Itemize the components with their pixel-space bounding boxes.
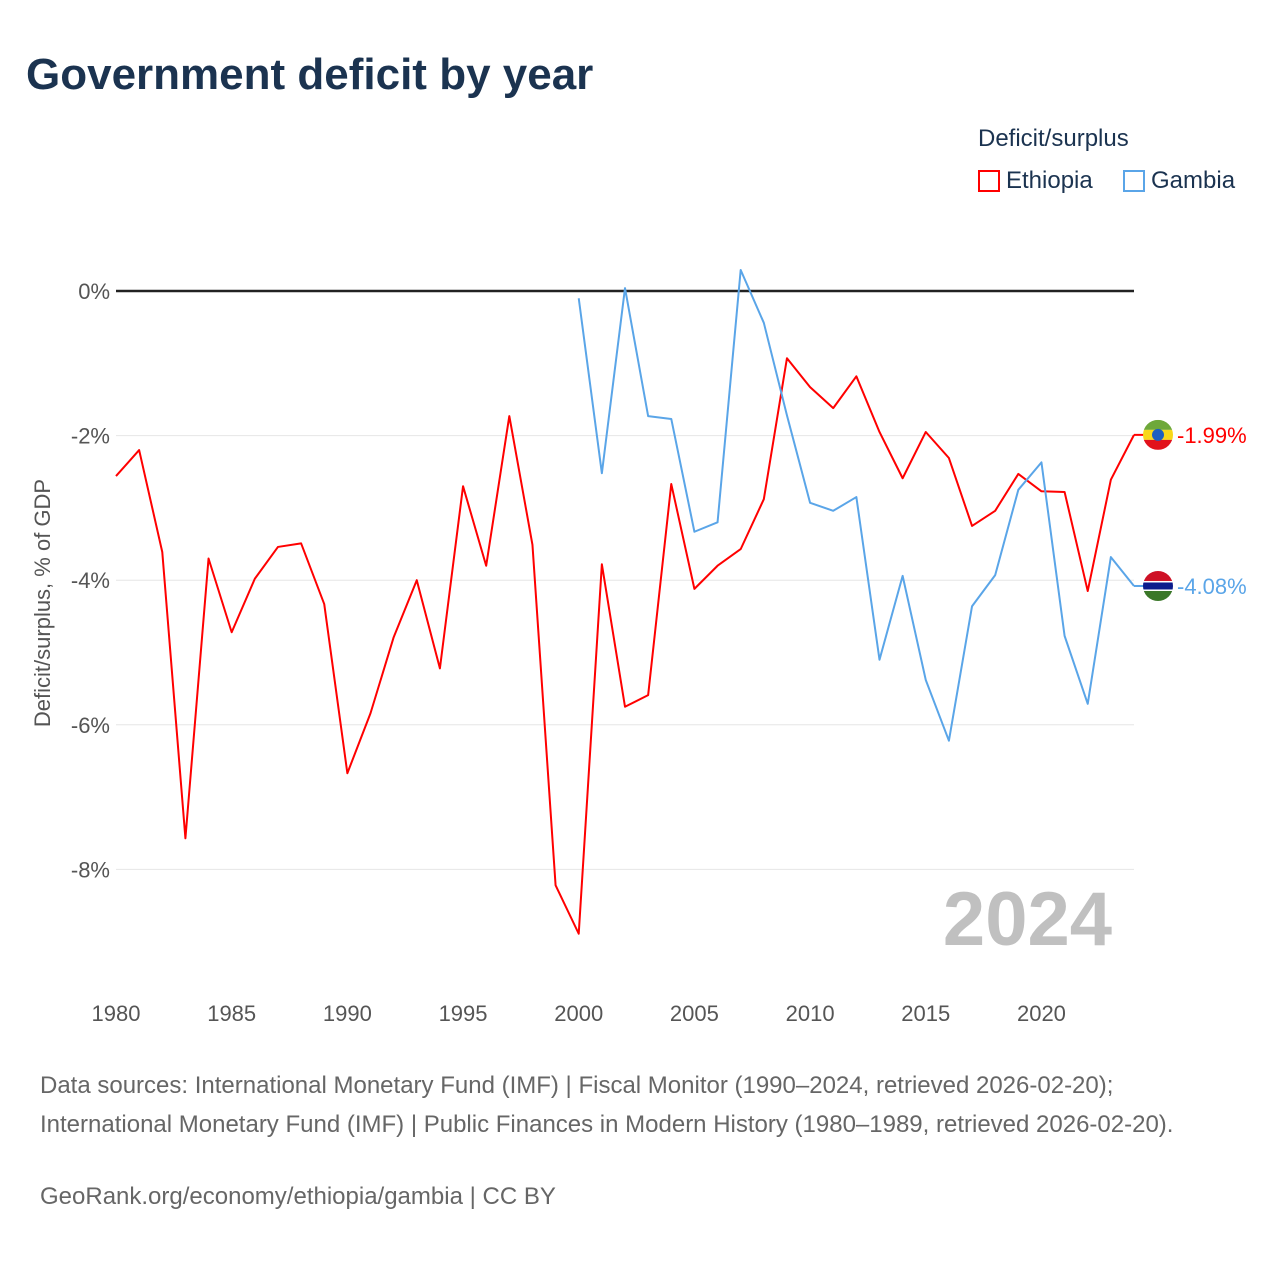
gambia-flag-icon <box>1143 570 1173 601</box>
legend-item-gambia[interactable]: Gambia <box>1123 167 1235 195</box>
legend-swatch-ethiopia <box>978 170 1000 192</box>
y-axis-label: Deficit/surplus, % of GDP <box>30 479 55 727</box>
y-tick-label: -8% <box>71 857 110 882</box>
legend-label: Gambia <box>1151 167 1236 194</box>
y-tick-label: -4% <box>71 568 110 593</box>
x-tick-label: 1990 <box>323 1001 372 1026</box>
x-tick-label: 2005 <box>670 1001 719 1026</box>
x-tick-label: 2010 <box>786 1001 835 1026</box>
x-tick-label: 1985 <box>207 1001 256 1026</box>
y-tick-label: -2% <box>71 424 110 449</box>
year-watermark: 2024 <box>943 877 1112 962</box>
end-value-label: -4.08% <box>1177 574 1247 599</box>
ethiopia-flag-icon <box>1143 419 1173 450</box>
legend-title: Deficit/surplus <box>978 125 1129 152</box>
credit-link[interactable]: GeoRank.org/economy/ethiopia/gambia | CC… <box>40 1183 556 1210</box>
x-tick-label: 2015 <box>901 1001 950 1026</box>
legend-swatch-gambia <box>1123 170 1145 192</box>
chart-title: Government deficit by year <box>26 50 594 99</box>
data-sources: Data sources: International Monetary Fun… <box>40 1072 1174 1138</box>
y-tick-label: -6% <box>71 713 110 738</box>
legend-item-ethiopia[interactable]: Ethiopia <box>978 167 1093 195</box>
x-tick-label: 2000 <box>554 1001 603 1026</box>
series-line-gambia <box>577 269 1135 742</box>
x-tick-label: 2020 <box>1017 1001 1066 1026</box>
legend-label: Ethiopia <box>1006 167 1093 194</box>
y-tick-label: 0% <box>78 279 110 304</box>
x-tick-label: 1995 <box>439 1001 488 1026</box>
x-tick-label: 1980 <box>92 1001 141 1026</box>
end-value-label: -1.99% <box>1177 423 1247 448</box>
series-line-ethiopia <box>115 357 1135 935</box>
